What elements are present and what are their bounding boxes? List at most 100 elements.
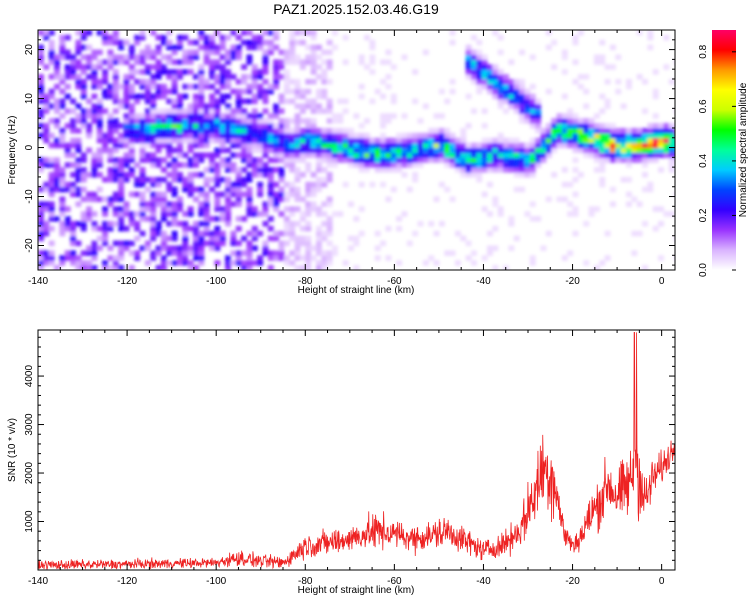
spectrogram-cell <box>374 162 381 168</box>
spectrogram-cell <box>262 30 269 36</box>
spectrogram-cell <box>401 157 408 163</box>
spectrogram-cell <box>144 176 151 183</box>
spectrogram-cell <box>369 54 376 60</box>
spectrogram-cell <box>642 152 648 158</box>
spectrogram-cell <box>604 157 611 163</box>
spectrogram-cell <box>332 118 338 124</box>
spectrogram-cell <box>230 54 237 60</box>
spectrogram-cell <box>380 59 387 65</box>
spectrogram-cell <box>577 142 584 149</box>
spectrogram-cell <box>428 142 435 149</box>
spectrogram-cell <box>567 108 574 114</box>
spectrogram-cell <box>230 181 237 188</box>
spectrogram-cell <box>128 172 135 178</box>
spectrogram-cell <box>299 172 306 178</box>
spectrogram-cell <box>230 167 237 173</box>
spectrogram-cell <box>593 147 600 154</box>
spectrogram-cell <box>59 206 66 212</box>
spectrogram-cell <box>150 255 157 261</box>
spectrogram-cell <box>107 152 114 158</box>
spectrogram-cell <box>241 167 248 173</box>
spectrogram-cell <box>545 147 552 154</box>
spectrogram-cell <box>567 142 574 149</box>
spectrogram-cell <box>631 230 638 237</box>
spectrogram-cell <box>476 162 483 168</box>
spectrogram-cell <box>123 127 130 134</box>
spectrogram-cell <box>535 152 542 158</box>
spectrogram-cell <box>59 127 66 134</box>
spectrogram-cell <box>599 142 606 149</box>
spectrogram-cell <box>460 152 467 158</box>
spectrogram-cell <box>487 211 493 217</box>
spectrogram-cell <box>444 137 451 144</box>
spectrogram-cell <box>636 201 643 207</box>
spectrogram-cell <box>43 127 50 134</box>
spectrogram-cell <box>43 108 50 114</box>
spectrogram-cell <box>166 69 173 75</box>
spectrogram-cell <box>529 167 536 173</box>
spectrogram-cell <box>583 137 590 144</box>
spectrogram-cell <box>80 108 87 114</box>
spectrogram-cell <box>144 88 151 95</box>
spectrogram-cell <box>38 78 44 85</box>
spectrogram-cell <box>54 83 60 90</box>
spectrogram-cell <box>48 103 55 109</box>
spectrogram-cell <box>75 157 82 163</box>
spectrogram-cell <box>481 162 488 168</box>
spectrogram-cell <box>235 176 242 183</box>
spectrogram-cell <box>583 103 590 109</box>
spectrogram-cell <box>48 157 55 163</box>
spectrogram-cell <box>358 137 365 144</box>
spectrogram-cell <box>182 245 189 252</box>
spectrogram-cell <box>123 118 130 124</box>
spectrogram-cell <box>663 147 670 154</box>
spectrogram-cell <box>481 108 488 114</box>
spectrogram-cell <box>38 255 44 261</box>
spectrogram-cell <box>38 49 44 56</box>
spectrogram-cell <box>422 142 429 149</box>
spectrogram-cell <box>112 74 119 80</box>
spectrogram-cell <box>257 191 264 198</box>
spectrogram-cell <box>529 103 536 109</box>
spectrogram-cell <box>294 137 301 144</box>
spectrogram-cell <box>652 137 659 144</box>
spectrogram-cell <box>166 108 173 114</box>
spectrogram-cell <box>369 69 376 75</box>
spectrogram-cell <box>209 113 215 119</box>
spectrogram-cell <box>193 93 199 100</box>
spectrogram-cell <box>150 83 157 90</box>
spectrogram-cell <box>219 235 226 242</box>
spectrogram-cell <box>278 157 285 163</box>
spectrogram-ylabel: Frequency (Hz) <box>7 116 18 185</box>
spectrogram-cell <box>107 157 114 163</box>
spectrogram-cell <box>321 181 328 188</box>
spectrogram-cell <box>326 147 333 154</box>
spectrogram-cell <box>182 240 189 247</box>
spectrogram-cell <box>246 59 253 65</box>
spectrogram-cell <box>209 152 215 158</box>
spectrogram-cell <box>225 127 232 134</box>
spectrogram-cell <box>508 78 515 85</box>
spectrogram-cell <box>160 132 167 139</box>
spectrogram-cell <box>48 132 55 139</box>
colorbar-gradient <box>712 30 736 270</box>
spectrogram-cell <box>198 206 205 212</box>
spectrogram-cell <box>599 157 606 163</box>
spectrogram-cell <box>364 132 371 139</box>
spectrogram-cell <box>396 147 403 154</box>
spectrogram-cell <box>139 172 146 178</box>
spectrogram-cell <box>449 162 456 168</box>
spectrogram-cell <box>647 152 654 158</box>
spectrogram-cell <box>369 181 376 188</box>
spectrogram-cell <box>198 113 205 119</box>
spectrogram-cell <box>198 250 205 256</box>
spectrogram-cell <box>310 44 317 51</box>
spectrogram-cell <box>513 152 520 158</box>
spectrogram-cell <box>166 181 173 188</box>
spectrogram-cell <box>476 69 483 75</box>
spectrogram-cell <box>449 132 456 139</box>
spectrogram-cell <box>241 88 248 95</box>
spectrogram-cell <box>310 108 317 114</box>
spectrogram-cell <box>465 172 472 178</box>
spectrogram-cell <box>123 83 130 90</box>
